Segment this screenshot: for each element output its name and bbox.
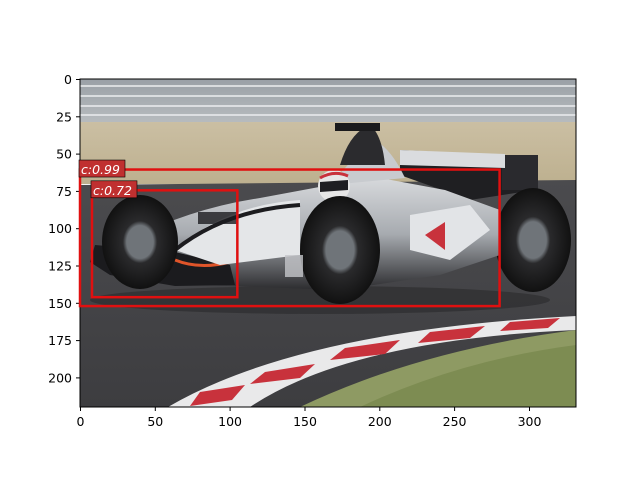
detection-label-bg — [90, 180, 138, 199]
x-tick: 150 — [293, 407, 317, 429]
y-tick: 175 — [48, 333, 80, 348]
y-tick-label: 75 — [56, 184, 72, 199]
x-tick-label: 0 — [77, 414, 85, 429]
y-tick: 50 — [56, 147, 80, 162]
x-tick-label: 100 — [218, 414, 242, 429]
y-tick-label: 50 — [56, 147, 72, 162]
x-tick: 300 — [518, 407, 542, 429]
y-tick-label: 125 — [48, 259, 72, 274]
y-tick-label: 25 — [56, 109, 72, 124]
y-tick: 125 — [48, 259, 80, 274]
y-tick: 150 — [48, 296, 80, 311]
x-tick-label: 200 — [368, 414, 392, 429]
photo — [80, 79, 576, 407]
detection-label: c:0.72 — [93, 183, 132, 198]
y-axis: 0 25 50 75 100 125 150 175 — [48, 72, 80, 385]
x-tick-label: 250 — [443, 414, 467, 429]
detection-label: c:0.99 — [81, 162, 120, 177]
x-axis: 0 50 100 150 200 250 300 — [77, 407, 542, 429]
y-tick: 100 — [48, 221, 80, 236]
y-tick: 75 — [56, 184, 80, 199]
detection-box — [78, 168, 501, 308]
y-tick-label: 100 — [48, 221, 72, 236]
y-tick: 25 — [56, 109, 80, 124]
x-tick: 50 — [147, 407, 163, 429]
x-tick-label: 300 — [518, 414, 542, 429]
y-tick-label: 175 — [48, 333, 72, 348]
y-tick: 200 — [48, 370, 80, 385]
x-tick: 250 — [443, 407, 467, 429]
detections-layer: c:0.99 c:0.72 — [78, 159, 501, 308]
detection-box — [90, 189, 239, 299]
x-tick: 200 — [368, 407, 392, 429]
y-tick: 0 — [64, 72, 80, 87]
y-tick-label: 0 — [64, 72, 72, 87]
y-tick-label: 150 — [48, 296, 72, 311]
detection-label-bg — [78, 159, 126, 178]
x-tick-label: 50 — [147, 414, 163, 429]
x-tick-label: 150 — [293, 414, 317, 429]
y-tick-label: 200 — [48, 370, 72, 385]
x-tick: 0 — [77, 407, 85, 429]
x-tick: 100 — [218, 407, 242, 429]
